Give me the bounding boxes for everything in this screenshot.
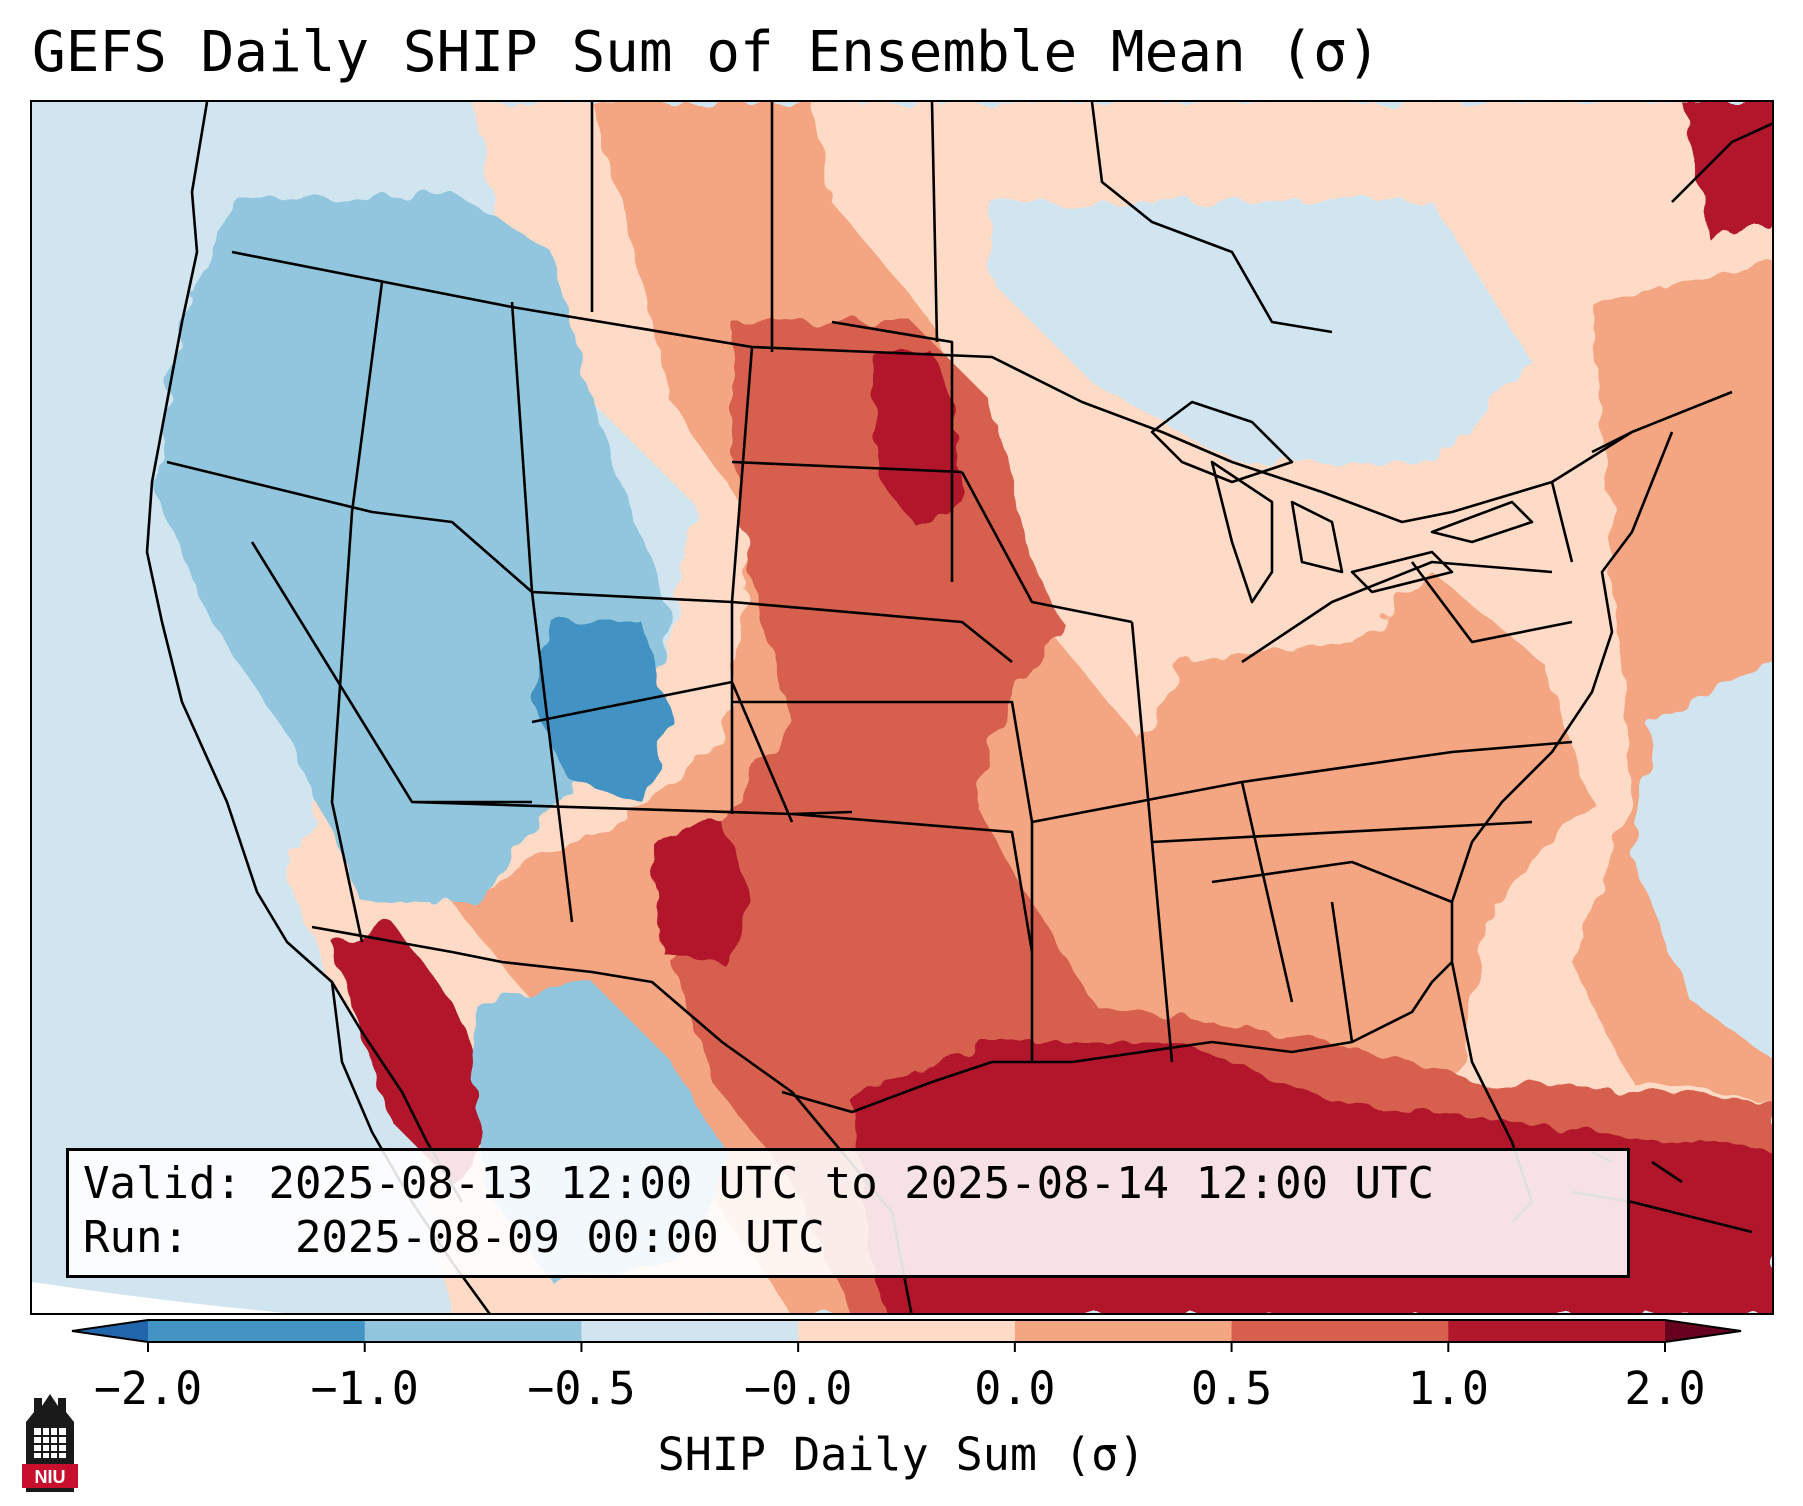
field-negative-canada <box>992 202 1532 462</box>
gulf-coast <box>781 961 1453 1114</box>
colorbar-segment <box>581 1320 799 1342</box>
valid-label: Valid: <box>83 1158 242 1209</box>
map-panel <box>30 100 1774 1315</box>
colorbar-tick-label: 0.5 <box>1190 1362 1273 1415</box>
state-lines-east <box>1031 430 1633 1063</box>
canada-lines <box>590 102 1772 352</box>
boundary-lines <box>145 102 1772 1313</box>
pacific-ocean <box>32 102 392 1313</box>
colorbar-tick-label: −2.0 <box>93 1362 203 1415</box>
colorbar-segment <box>1231 1320 1449 1342</box>
field-negative-moderate <box>152 192 672 902</box>
colorbar-tick-label: −1.0 <box>310 1362 419 1415</box>
field-extreme-plains <box>872 352 962 522</box>
us-west-coast <box>145 102 464 1203</box>
valid-run-info-box: Valid: 2025-08-13 12:00 UTC to 2025-08-1… <box>66 1148 1630 1278</box>
field-extreme-nm <box>652 822 752 962</box>
field-cool-atlantic <box>1632 663 1772 1060</box>
field-extreme-southwest <box>332 922 502 1182</box>
colorbar-segment <box>148 1320 366 1342</box>
colorbar-tick-label: 0.0 <box>974 1362 1056 1415</box>
ship-map <box>32 102 1772 1313</box>
valid-range: 2025-08-13 12:00 UTC to 2025-08-14 12:00… <box>268 1158 1435 1209</box>
colorbar <box>71 1319 1742 1352</box>
colorbar-segment <box>364 1320 582 1342</box>
colorbar-tick-label: 1.0 <box>1407 1362 1489 1415</box>
colorbar-label: SHIP Daily Sum (σ) <box>657 1428 1146 1481</box>
colorbar-tick-label: −0.0 <box>743 1362 853 1415</box>
colorbar-tick-label: 2.0 <box>1624 1362 1706 1415</box>
map-title: GEFS Daily SHIP Sum of Ensemble Mean (σ) <box>32 20 1381 85</box>
field-negative-strong <box>532 622 672 802</box>
run-label: Run: <box>83 1212 189 1263</box>
colorbar-segment <box>1448 1320 1666 1342</box>
colorbar-under-arrow <box>72 1320 148 1342</box>
run-time: 2025-08-09 00:00 UTC <box>294 1212 825 1263</box>
map-edge-bottom <box>32 1282 286 1313</box>
colorbar-segment <box>798 1320 1016 1342</box>
svg-text:NIU: NIU <box>35 1467 66 1487</box>
niu-logo: NIU <box>22 1394 78 1492</box>
field-extreme-northeast <box>1682 102 1772 242</box>
colorbar-tick-label: −0.5 <box>527 1362 636 1415</box>
state-lines-west <box>166 281 853 943</box>
colorbar-segment <box>1014 1320 1233 1342</box>
great-lakes <box>1150 400 1534 604</box>
colorbar-over-arrow <box>1665 1320 1741 1342</box>
